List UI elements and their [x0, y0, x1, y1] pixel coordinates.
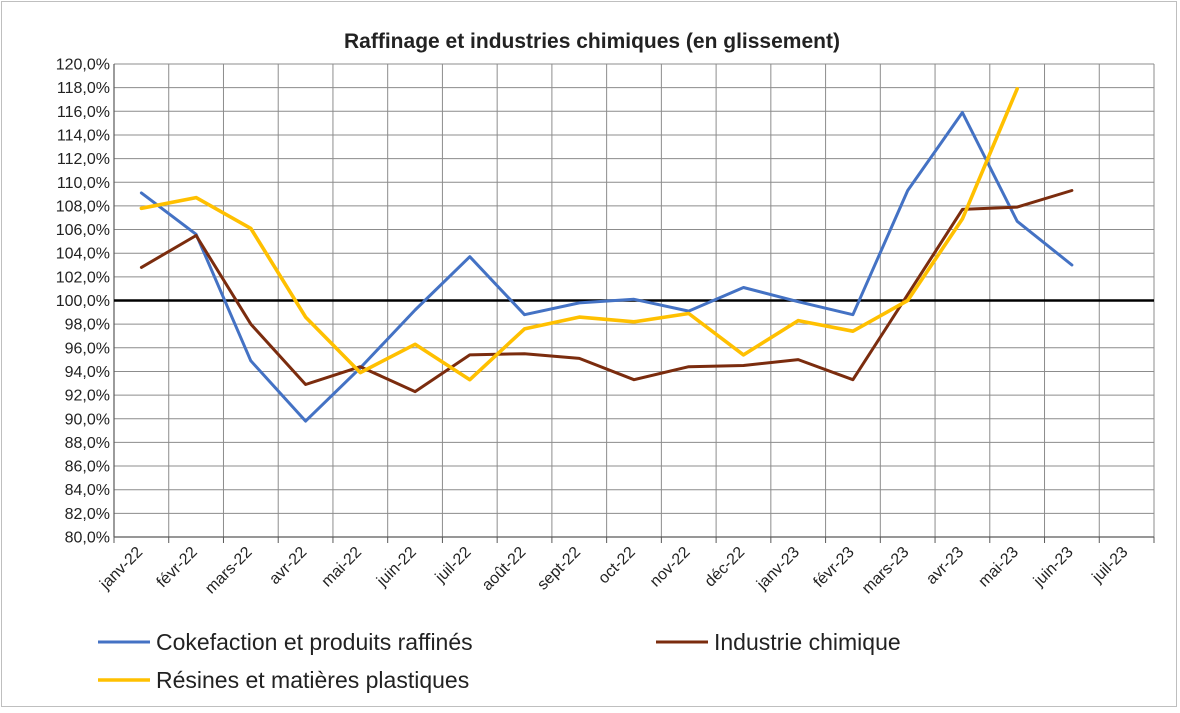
x-tick-label: janv-23	[753, 544, 803, 594]
series-line-1	[139, 111, 1074, 423]
legend-label: Industrie chimique	[714, 629, 901, 655]
x-tick-label: sept-22	[534, 544, 584, 594]
x-tick-label: juil-23	[1089, 544, 1132, 587]
y-tick-label: 82,0%	[65, 506, 110, 523]
x-tick-label: avr-22	[266, 544, 310, 588]
legend: Cokefaction et produits raffinés Industri…	[98, 629, 901, 693]
x-tick-label: mars-23	[859, 544, 913, 598]
x-tick-label: févr-23	[811, 544, 858, 591]
legend-label: Cokefaction et produits raffinés	[156, 629, 473, 655]
x-tick-label: oct-22	[595, 544, 639, 588]
x-tick-label: juin-22	[373, 544, 420, 591]
legend-label: Résines et matières plastiques	[156, 667, 469, 693]
y-tick-label: 102,0%	[56, 269, 110, 286]
y-tick-label: 104,0%	[56, 246, 110, 263]
y-tick-label: 80,0%	[65, 530, 110, 547]
y-tick-label: 86,0%	[65, 459, 110, 476]
x-tick-label: janv-22	[96, 544, 146, 594]
x-tick-label: août-22	[479, 544, 529, 594]
y-tick-label: 108,0%	[56, 198, 110, 215]
y-tick-label: 96,0%	[65, 340, 110, 357]
x-tick-label: févr-22	[154, 544, 201, 591]
y-tick-label: 110,0%	[57, 175, 110, 192]
y-axis-ticks: 80,0% 82,0% 84,0% 86,0% 88,0% 90,0% 92,0% 94,0%…	[56, 57, 110, 547]
y-tick-label: 92,0%	[65, 388, 110, 405]
chart-title: Raffinage et industries chimiques (en gl…	[344, 30, 840, 53]
x-tick-label: mai-22	[319, 544, 366, 591]
x-tick-label: déc-22	[702, 544, 749, 591]
y-tick-label: 120,0%	[56, 57, 110, 74]
y-tick-label: 116,0%	[57, 104, 110, 121]
x-tick-label: juin-23	[1030, 544, 1077, 591]
y-tick-label: 112,0%	[57, 151, 110, 168]
y-tick-label: 106,0%	[56, 222, 110, 239]
y-tick-label: 88,0%	[65, 435, 110, 452]
grid	[113, 63, 1155, 543]
y-tick-label: 98,0%	[65, 317, 110, 334]
y-tick-label: 114,0%	[57, 127, 110, 144]
y-tick-label: 84,0%	[65, 482, 110, 499]
x-tick-label: nov-22	[647, 544, 694, 591]
y-tick-label: 118,0%	[57, 80, 110, 97]
series-line-2	[139, 189, 1074, 394]
x-tick-label: avr-23	[923, 544, 967, 588]
series-lines	[139, 87, 1074, 423]
x-axis-ticks: janv-22 févr-22 mars-22 avr-22 mai-22 juin-22…	[96, 544, 1131, 598]
y-tick-label: 94,0%	[65, 364, 110, 381]
series-line-3	[139, 87, 1020, 382]
y-tick-label: 90,0%	[65, 411, 110, 428]
x-tick-label: juil-22	[432, 544, 475, 587]
y-tick-label: 100,0%	[56, 293, 110, 310]
x-tick-label: mai-23	[975, 544, 1022, 591]
x-tick-label: mars-22	[202, 544, 256, 598]
